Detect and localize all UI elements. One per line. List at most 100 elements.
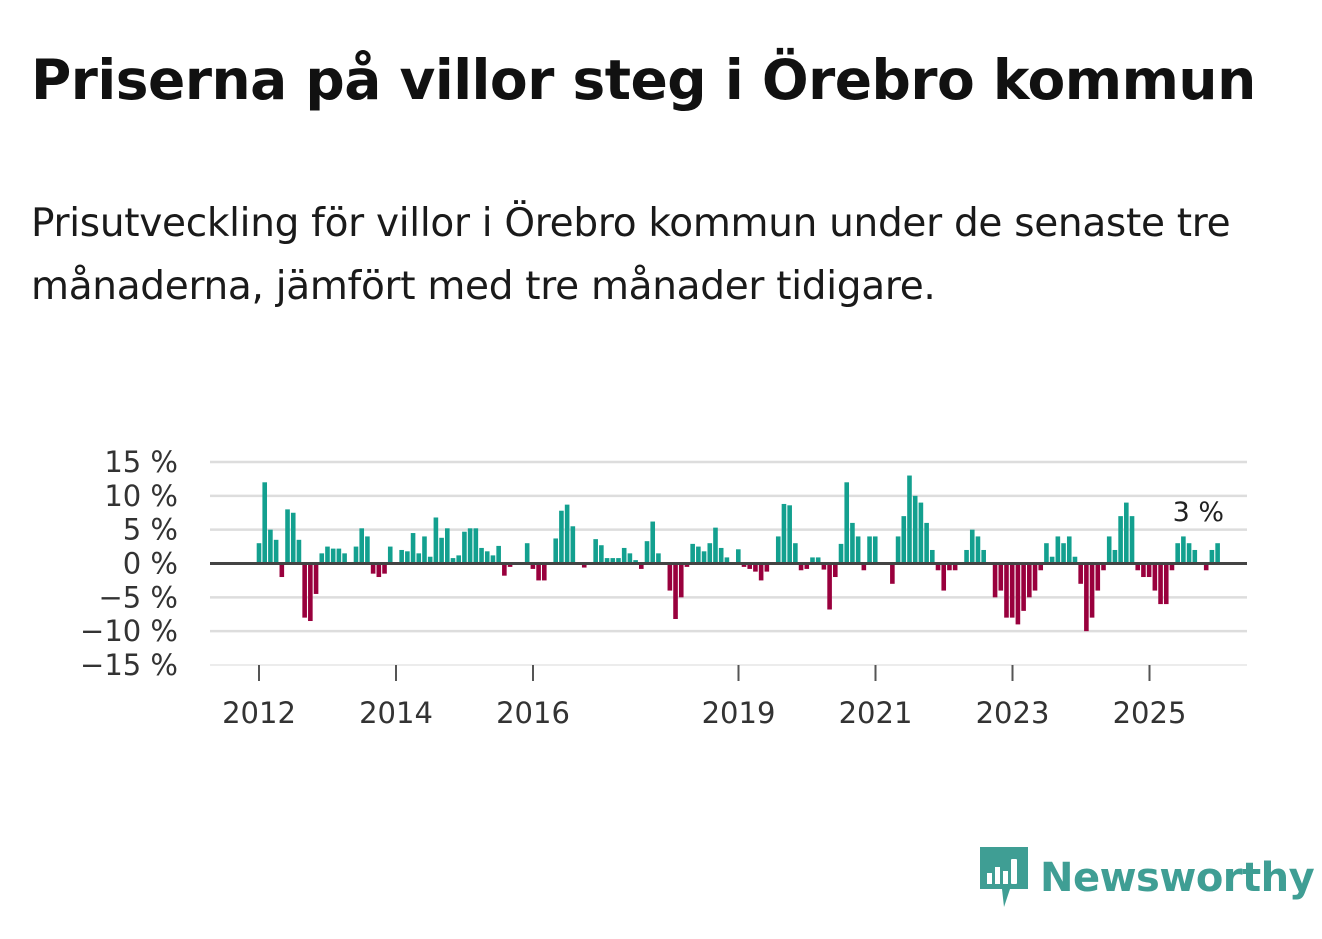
bar-positive (1124, 502, 1129, 564)
bar-positive (633, 560, 638, 564)
x-tick-label: 2019 (702, 696, 776, 730)
bar-negative (747, 563, 753, 569)
y-tick-label: 5 % (123, 513, 178, 547)
bar-positive (325, 546, 330, 564)
bar-negative (376, 563, 382, 578)
bar-positive (867, 536, 872, 564)
x-tick-label: 2012 (222, 696, 296, 730)
bar-positive (964, 549, 969, 564)
bar-negative (1203, 563, 1209, 571)
bar-positive (690, 543, 695, 564)
bar-positive (570, 526, 576, 564)
bar-negative (302, 563, 307, 618)
bar-positive (445, 528, 450, 564)
bar-positive (1175, 543, 1180, 564)
brand-name: Newsworthy (1040, 855, 1315, 901)
axes: 15 %10 %5 %0 %−5 %−10 %−15 % 2012 2014 2016… (80, 445, 1247, 730)
bar-negative (279, 563, 285, 578)
bar-positive (975, 536, 981, 564)
bar-positive (901, 516, 907, 564)
bar-positive (462, 531, 467, 564)
bar-positive (707, 543, 713, 564)
bar-positive (724, 557, 730, 564)
bar-negative (758, 563, 764, 581)
bar-positive (656, 553, 661, 564)
bar-positive (433, 517, 439, 564)
bar-negative (1032, 563, 1038, 591)
bar-negative (764, 563, 770, 572)
bar-positive (616, 558, 621, 564)
bar-negative (667, 563, 673, 591)
gridlines (210, 460, 1247, 666)
brand-logo: Newsworthy (980, 846, 1315, 910)
bar-negative (1027, 563, 1032, 598)
bar-negative (684, 563, 690, 567)
bar-positive (696, 546, 701, 564)
bar-positive (644, 541, 650, 564)
bar-positive (262, 482, 268, 564)
bar-positive (924, 522, 929, 564)
bar-negative (313, 563, 319, 594)
bar-negative (1135, 563, 1141, 571)
bar-positive (484, 551, 490, 564)
bar-positive (895, 536, 901, 564)
bar-positive (599, 545, 604, 564)
bar-positive (593, 539, 598, 564)
x-tick-label: 2016 (496, 696, 570, 730)
chart-subtitle: Prisutveckling för villor i Örebro kommu… (31, 201, 1231, 309)
bar-positive (290, 512, 296, 564)
bar-negative (992, 563, 998, 598)
bar-positive (1106, 536, 1112, 564)
bar-positive (564, 504, 570, 564)
bar-negative (935, 563, 941, 571)
bar-negative (536, 563, 541, 581)
bar-positive (399, 549, 404, 564)
chart-title: Priserna på villor steg i Örebro kommun (31, 48, 1256, 112)
bar-positive (422, 536, 427, 564)
bar-negative (581, 563, 587, 568)
bar-negative (308, 563, 313, 622)
bar-negative (1078, 563, 1083, 584)
bar-positive (1186, 543, 1192, 564)
bar-positive (553, 538, 559, 564)
last-value-label: 3 % (1173, 497, 1224, 528)
bar-negative (890, 563, 895, 584)
bar-positive (473, 528, 479, 564)
bar-negative (741, 563, 747, 567)
bar-positive (559, 510, 564, 564)
bar-positive (1049, 556, 1055, 564)
bar-positive (610, 558, 616, 564)
bar-negative (639, 563, 644, 569)
bar-negative (1158, 563, 1163, 605)
newsworthy-logo-icon (980, 847, 1028, 907)
bar-positive (701, 551, 707, 564)
bar-positive (365, 536, 370, 564)
bar-negative (821, 563, 827, 570)
bar-negative (1169, 563, 1175, 571)
bar-positive (319, 553, 325, 564)
bar-positive (285, 509, 290, 564)
x-tick-label: 2014 (359, 696, 433, 730)
bar-positive (650, 521, 656, 564)
y-tick-label: 15 % (104, 445, 178, 479)
bar-negative (998, 563, 1004, 591)
x-tick-label: 2025 (1113, 696, 1187, 730)
bar-positive (718, 547, 724, 564)
bar-negative (542, 563, 547, 581)
bar-positive (838, 543, 844, 564)
bar-positive (1055, 536, 1061, 564)
bar-positive (256, 543, 262, 564)
bar-positive (490, 555, 496, 564)
bar-positive (1044, 543, 1049, 564)
bar-positive (736, 549, 741, 564)
bar-negative (827, 563, 832, 610)
bar-negative (952, 563, 958, 571)
bar-positive (456, 555, 462, 564)
bar-negative (1141, 563, 1146, 578)
bar-positive (775, 536, 781, 564)
bar-negative (753, 563, 758, 572)
bar-positive (787, 505, 792, 564)
bar-positive (387, 546, 393, 564)
bar-positive (405, 551, 410, 564)
bar-negative (382, 563, 387, 574)
